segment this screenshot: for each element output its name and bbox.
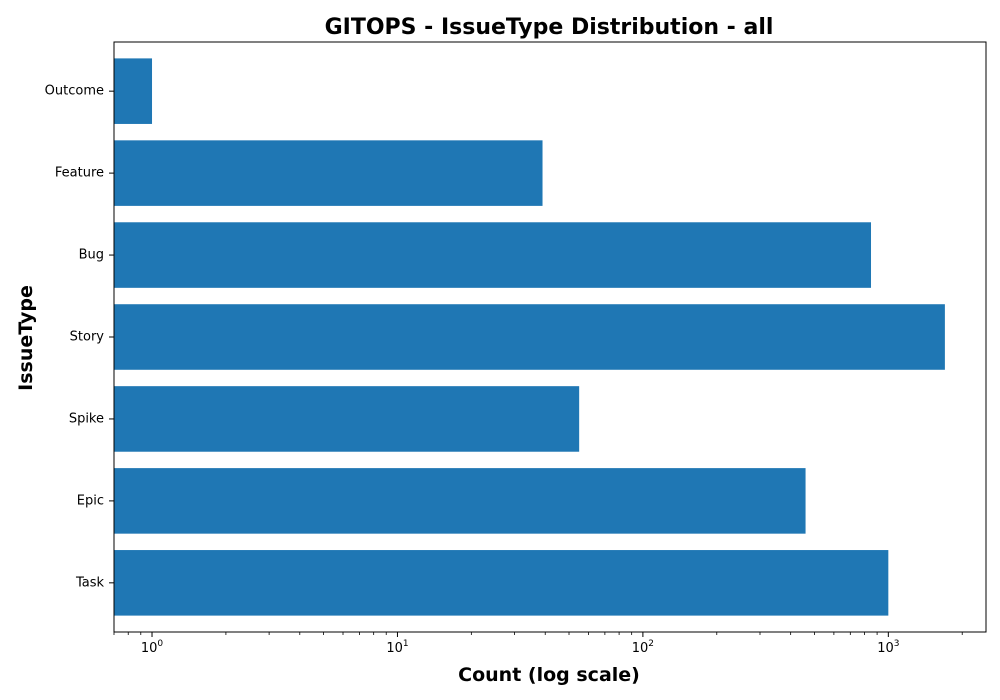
y-tick-label-task: Task (75, 575, 105, 590)
y-tick-label-bug: Bug (79, 248, 104, 263)
plot-frame (113, 41, 987, 633)
x-tick-label-3: 103 (877, 639, 899, 656)
y-tick-label-feature: Feature (55, 166, 104, 181)
y-ticks-group: Task Epic Spike Story Bug Feature Outcome (45, 84, 114, 590)
bar-story (114, 304, 945, 370)
bar-feature (114, 140, 543, 206)
y-tick-label-outcome: Outcome (45, 84, 104, 99)
x-ticks-group: 100 101 102 103 (113, 632, 963, 656)
y-tick-label-epic: Epic (77, 493, 104, 508)
x-tick-label-0: 100 (141, 639, 164, 656)
x-tick-label-2: 102 (632, 639, 654, 656)
y-tick-label-spike: Spike (69, 411, 104, 426)
y-tick-label-story: Story (70, 330, 105, 345)
bar-epic (114, 468, 806, 534)
x-tick-label-1: 101 (386, 639, 408, 656)
bar-outcome (114, 58, 153, 124)
chart-title: GITOPS - IssueType Distribution - all (325, 15, 774, 40)
x-axis-label: Count (log scale) (458, 664, 640, 686)
bar-bug (114, 222, 872, 288)
bars-group (114, 58, 945, 616)
y-axis-label: IssueType (15, 285, 37, 391)
bar-task (114, 550, 889, 616)
bar-spike (114, 386, 580, 452)
